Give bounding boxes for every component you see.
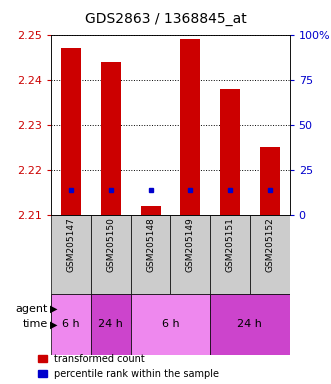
Text: time: time (23, 319, 48, 329)
Bar (210, 215, 250, 294)
Text: ▶: ▶ (50, 319, 57, 329)
Bar (141, 206, 161, 215)
Bar (51, 294, 91, 355)
Text: 6 h: 6 h (162, 319, 179, 329)
Bar (131, 215, 170, 294)
Text: 24 h: 24 h (98, 319, 123, 329)
Text: GSM205148: GSM205148 (146, 217, 155, 272)
Text: GSM205147: GSM205147 (67, 217, 76, 272)
Text: 6 h: 6 h (62, 319, 80, 329)
Text: GSM205151: GSM205151 (225, 217, 235, 272)
Text: GSM205150: GSM205150 (106, 217, 116, 272)
Bar (220, 89, 240, 215)
Text: GDS2863 / 1368845_at: GDS2863 / 1368845_at (85, 12, 246, 25)
Text: 24 h: 24 h (237, 319, 262, 329)
Bar (51, 215, 91, 294)
Bar (180, 39, 200, 215)
Legend: transformed count, percentile rank within the sample: transformed count, percentile rank withi… (38, 354, 219, 379)
Bar (131, 294, 210, 355)
Text: tienilic acid: tienilic acid (178, 304, 242, 314)
Bar (91, 294, 131, 355)
Bar (51, 294, 131, 324)
Text: ▶: ▶ (50, 304, 57, 314)
Bar (210, 294, 290, 355)
Text: agent: agent (16, 304, 48, 314)
Text: GSM205149: GSM205149 (186, 217, 195, 272)
Text: GSM205152: GSM205152 (265, 217, 274, 272)
Bar (260, 147, 280, 215)
Bar (131, 294, 290, 324)
Bar (61, 48, 81, 215)
Text: control: control (72, 304, 110, 314)
Bar (101, 61, 121, 215)
Bar (250, 215, 290, 294)
Bar (91, 215, 131, 294)
Bar (170, 215, 210, 294)
